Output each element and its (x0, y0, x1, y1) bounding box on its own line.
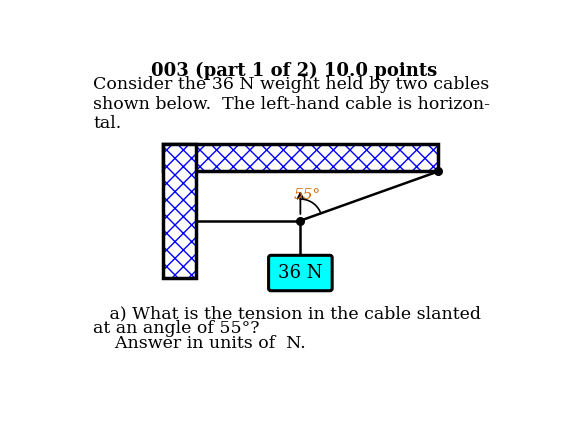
Text: 55°: 55° (294, 188, 321, 202)
Bar (163, 143, 196, 279)
Text: a) What is the tension in the cable slanted: a) What is the tension in the cable slan… (94, 305, 482, 323)
Bar (163, 143, 439, 172)
Text: Answer in units of  N.: Answer in units of N. (94, 334, 306, 352)
Bar (163, 143, 196, 279)
Text: 003 (part 1 of 2) 10.0 points: 003 (part 1 of 2) 10.0 points (151, 62, 437, 80)
Text: Consider the 36 N weight held by two cables
shown below.  The left-hand cable is: Consider the 36 N weight held by two cab… (94, 76, 490, 132)
FancyBboxPatch shape (269, 255, 332, 291)
Bar (163, 143, 439, 172)
Text: 36 N: 36 N (278, 264, 323, 282)
Bar (163, 143, 439, 172)
Text: at an angle of 55°?: at an angle of 55°? (94, 320, 260, 337)
Bar (163, 143, 196, 279)
